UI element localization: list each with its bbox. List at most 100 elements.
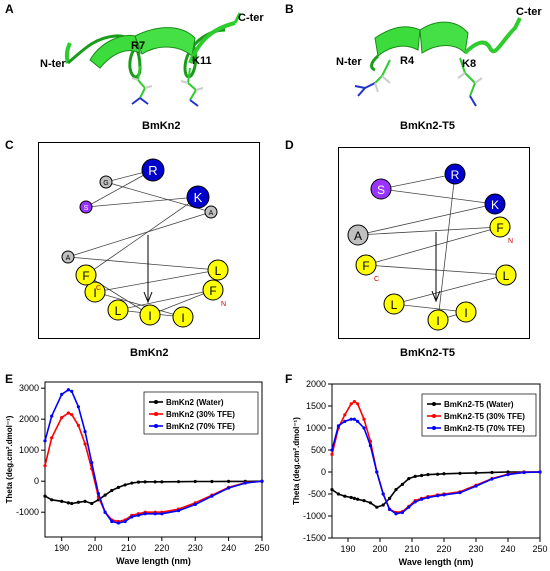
y-axis-label: Theta (deg.cm².dmol⁻¹) (5, 415, 14, 503)
series-2-point (83, 430, 87, 434)
legend-label: BmKn2-T5 (30% TFE) (444, 412, 525, 421)
series-0-point (136, 480, 141, 484)
y-tick-label: 2000 (306, 379, 326, 389)
svg-text:C: C (96, 285, 101, 292)
hydrophobic-moment-arrow (431, 232, 441, 303)
series-0-point (458, 471, 462, 475)
series-0-point (352, 496, 356, 500)
residue-l: L (495, 264, 517, 286)
series-2-point (160, 512, 164, 516)
x-tick-label: 190 (54, 543, 69, 553)
series-0-point (103, 493, 107, 497)
series-2-point (538, 470, 542, 474)
panel-letter-b: B (285, 2, 294, 16)
residue-l: L (107, 299, 129, 321)
y-tick-label: 3000 (19, 383, 39, 393)
y-axis-label: Theta (deg.cm².dmol⁻¹) (292, 417, 301, 505)
series-0-point (50, 498, 54, 502)
series-2-point (143, 512, 147, 516)
series-2-point (349, 417, 353, 421)
wheel-residues-d: R K FN L I I L FC A S (347, 163, 517, 331)
r7-sidechain (131, 65, 153, 105)
x-axis-label: Wave length (nm) (399, 557, 474, 567)
series-0-point (426, 473, 430, 477)
x-tick-label: 240 (500, 544, 515, 554)
series-0-point (90, 501, 94, 506)
series-2-point (60, 392, 64, 396)
n-ter-label-b: N-ter (336, 56, 362, 68)
series-0-point (394, 488, 398, 492)
y-tick-label: -1000 (16, 507, 39, 517)
series-2-point (96, 492, 101, 496)
y-tick-label: -1000 (303, 511, 326, 521)
series-2-point (394, 512, 398, 516)
series-2-point (176, 509, 181, 513)
svg-text:N: N (508, 238, 513, 245)
residue-r: R (141, 158, 165, 182)
residue-i: I (84, 281, 106, 303)
panel-letter-a: A (5, 2, 14, 16)
helix-ribbon (64, 12, 242, 79)
svg-text:S: S (377, 183, 385, 197)
cd-spectrum-chart-bmkn2: 190 200 210 220 230 240 250 -1000 0 1000 2000 3000 W… (5, 381, 270, 566)
series-0-point (110, 488, 114, 493)
series-2-point (50, 414, 54, 418)
series-2-point (243, 481, 247, 485)
residue-f-c: FC (355, 254, 379, 283)
series-2-point (343, 419, 347, 423)
c-ter-label-a: C-ter (238, 12, 264, 24)
series-2-point (260, 479, 264, 483)
legend-label: BmKn2-T5 (Water) (444, 400, 514, 409)
residue-i: I (172, 306, 194, 328)
svg-text:R: R (451, 168, 460, 182)
svg-text:A: A (209, 210, 214, 217)
series-1-point (349, 402, 353, 406)
residue-r: R (444, 163, 466, 185)
legend-marker (154, 412, 158, 416)
series-1-point (43, 464, 47, 468)
svg-text:C: C (374, 276, 379, 283)
wheel-connectors (357, 173, 507, 321)
wheel-connectors (67, 169, 219, 318)
series-2-point (490, 477, 494, 481)
residue-l: L (383, 293, 405, 315)
series-2-point (442, 493, 446, 497)
series-0-point (336, 492, 340, 496)
series-2-point (368, 444, 372, 448)
series-2-point (356, 419, 360, 423)
x-tick-label: 200 (372, 544, 387, 554)
residue-i: I (139, 304, 161, 326)
series-2-point (123, 519, 127, 524)
svg-text:K: K (194, 190, 203, 205)
series-0-point (375, 505, 379, 509)
series-2-point (66, 388, 70, 392)
series-0-point (400, 482, 404, 486)
series-0-point (43, 494, 47, 498)
y-tick-label: -500 (308, 489, 326, 499)
series-2-point (436, 494, 440, 498)
residue-f-c: FC (75, 264, 101, 292)
residue-f-n: FN (202, 279, 226, 308)
caption-b: BmKn2-T5 (400, 120, 456, 132)
residue-f-n: FN (489, 216, 513, 245)
series-0-point (436, 472, 440, 476)
series-2-point (90, 461, 94, 465)
svg-text:L: L (215, 264, 222, 278)
svg-text:I: I (181, 311, 184, 325)
series-0-point (130, 481, 134, 485)
series-0-point (330, 488, 334, 492)
series-0-point (362, 499, 366, 503)
x-axis-label: Wave length (nm) (116, 556, 191, 566)
residue-k: K (484, 193, 506, 215)
series-2-point (76, 405, 80, 409)
series-0-point (474, 471, 478, 475)
svg-text:S: S (84, 205, 89, 212)
n-ter-label-a: N-ter (40, 58, 66, 70)
residue-label-k8: K8 (462, 58, 477, 70)
x-tick-label: 210 (121, 543, 136, 553)
svg-text:L: L (391, 298, 398, 312)
svg-text:I: I (93, 286, 96, 300)
y-tick-label: 1000 (306, 423, 326, 433)
svg-text:K: K (491, 198, 499, 212)
series-2-point (362, 426, 366, 430)
